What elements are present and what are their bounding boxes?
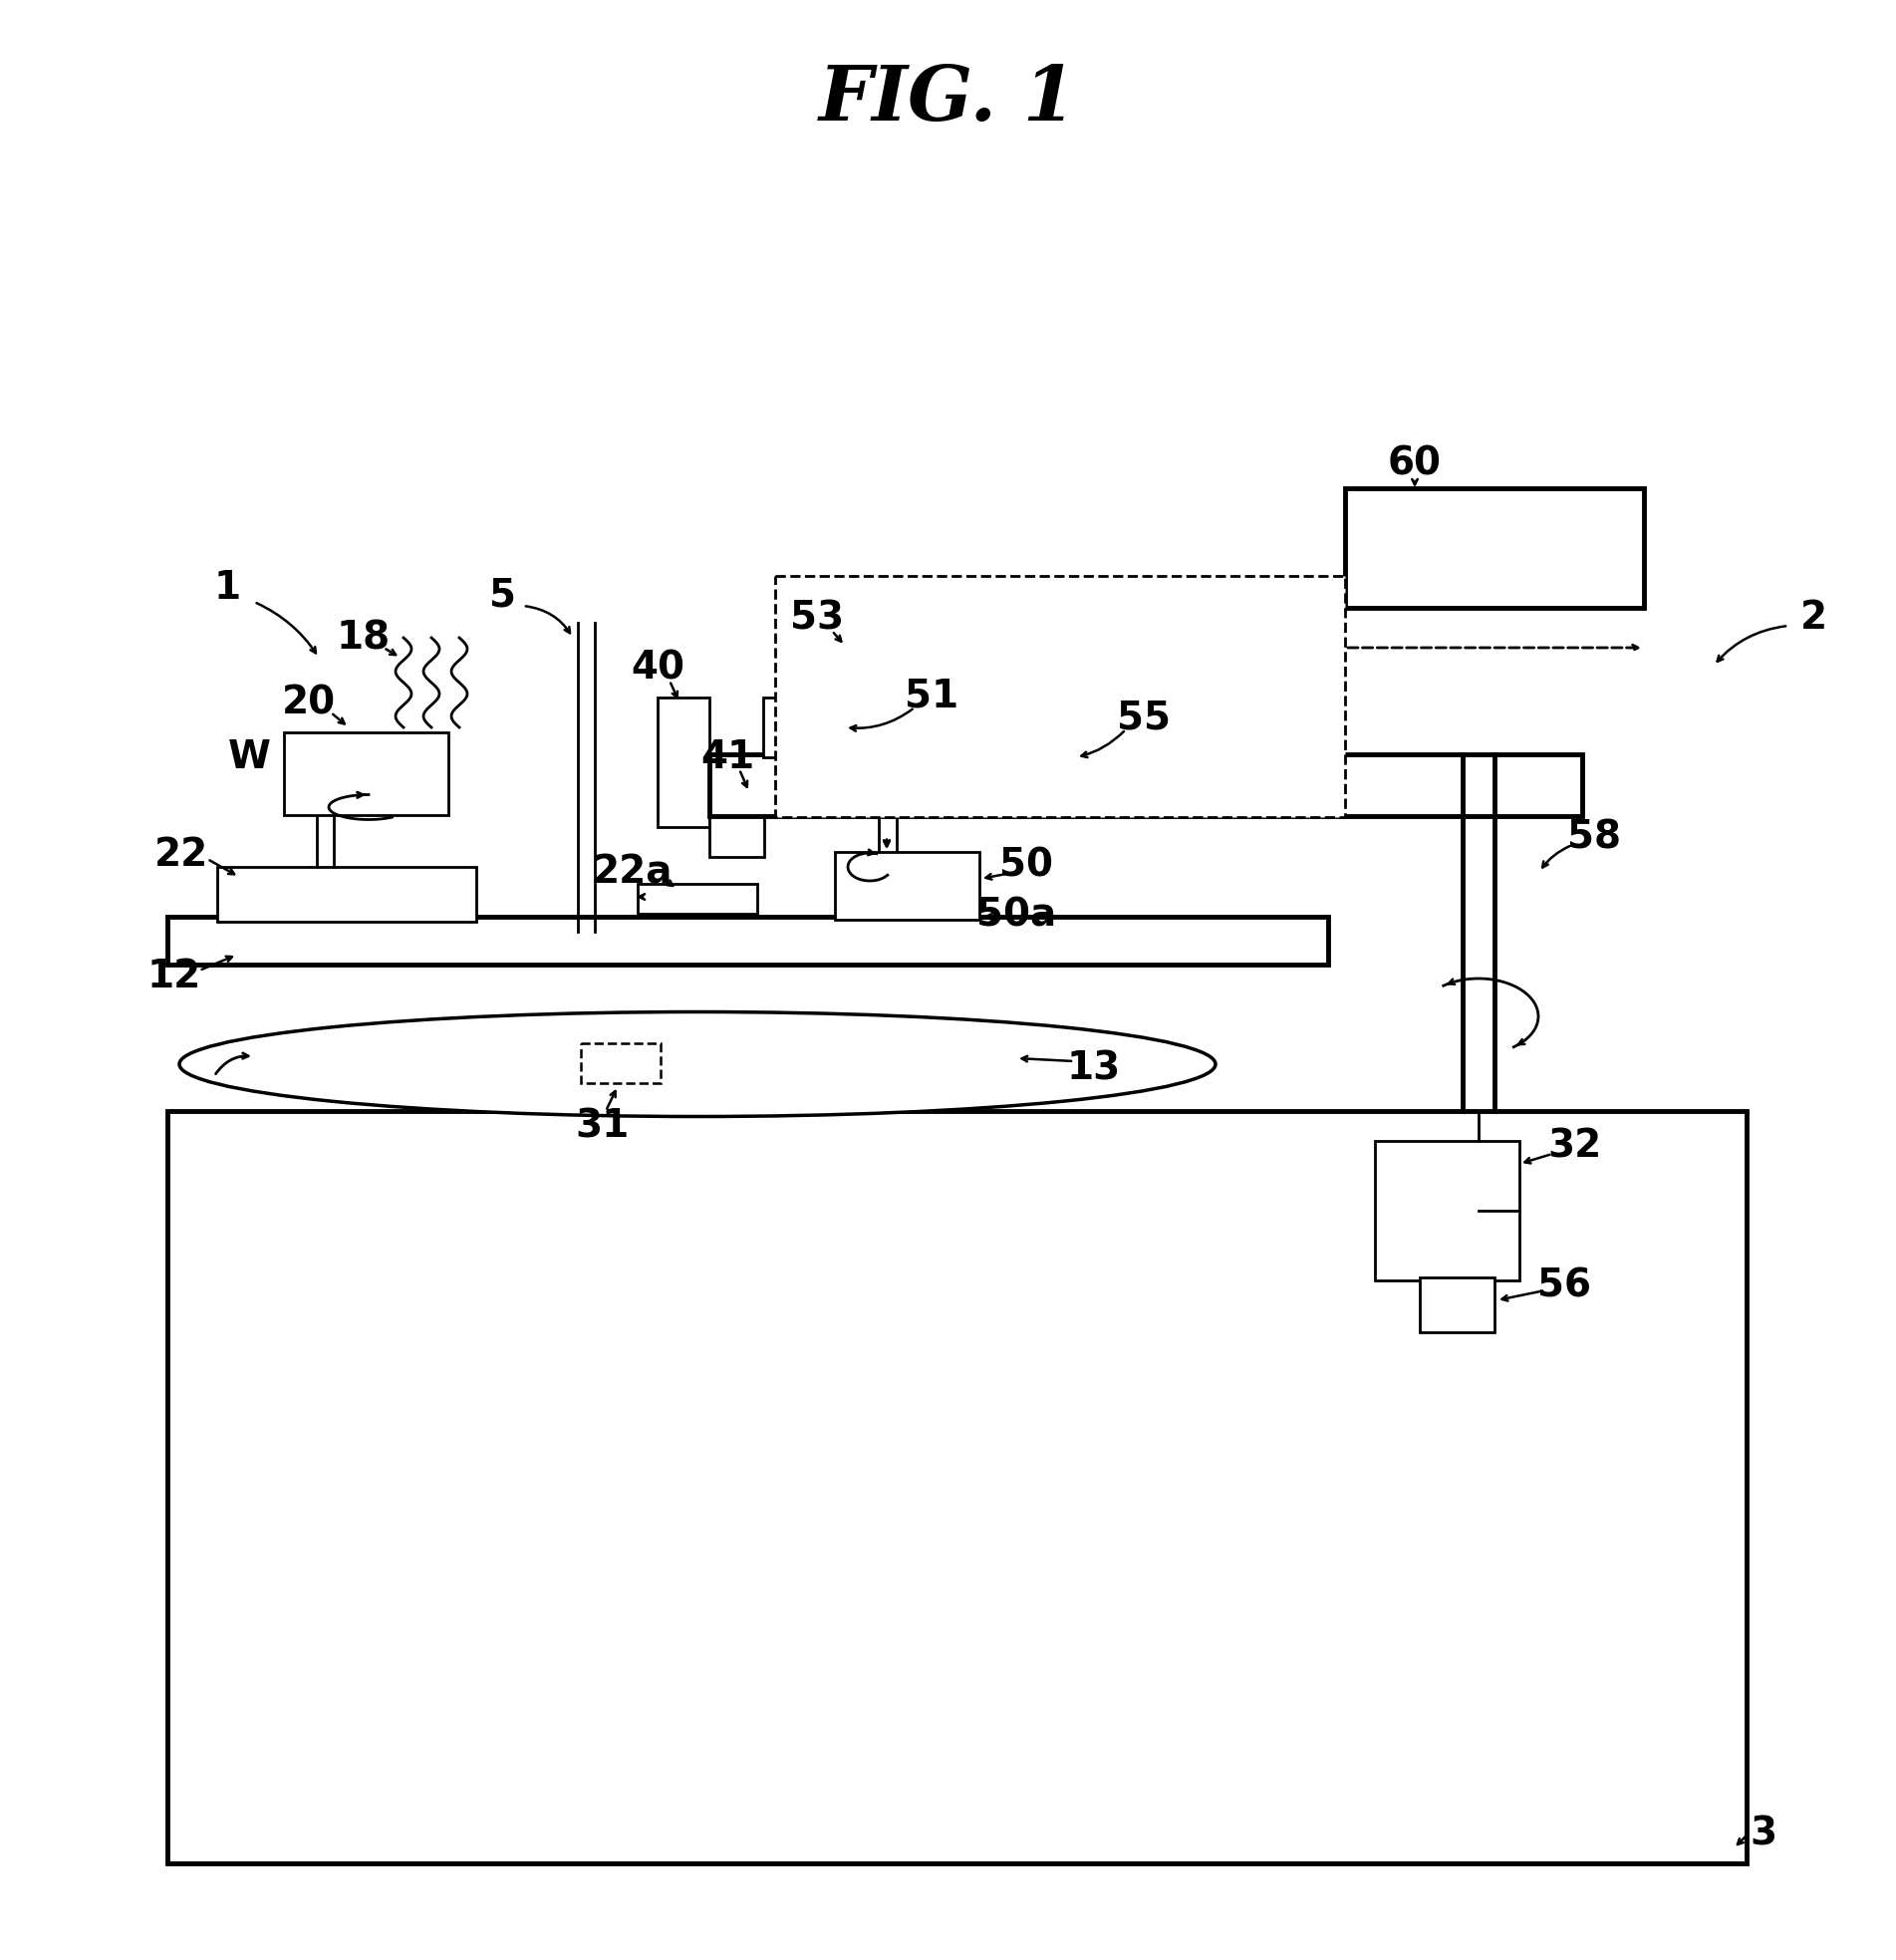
Bar [580, 1043, 660, 1084]
Text: 58: 58 [1568, 817, 1621, 857]
Ellipse shape [180, 1011, 1215, 1117]
Bar [709, 755, 1581, 815]
Text: 31: 31 [576, 1107, 629, 1145]
Text: 12: 12 [148, 958, 201, 996]
Text: 40: 40 [631, 649, 684, 686]
Bar [167, 1111, 1746, 1864]
Text: 32: 32 [1547, 1127, 1602, 1164]
Text: 2: 2 [1799, 600, 1828, 637]
Text: 60: 60 [1388, 445, 1441, 482]
Text: W: W [228, 739, 271, 776]
Bar [836, 647, 921, 727]
Text: 51: 51 [904, 676, 959, 715]
Text: 22a: 22a [593, 853, 673, 890]
Bar [709, 757, 764, 857]
Bar [218, 866, 476, 921]
Text: 53: 53 [791, 600, 844, 637]
Bar [1420, 1278, 1494, 1333]
Text: 41: 41 [700, 739, 755, 776]
Text: 20: 20 [283, 684, 336, 721]
Text: 55: 55 [1117, 698, 1170, 737]
Text: 3: 3 [1750, 1815, 1777, 1852]
Bar [167, 917, 1327, 964]
Bar [284, 733, 447, 815]
Bar [658, 698, 709, 827]
Text: 50: 50 [999, 847, 1052, 884]
Text: 56: 56 [1538, 1266, 1591, 1303]
Bar [834, 853, 980, 919]
Text: 5: 5 [489, 576, 516, 613]
Bar [775, 576, 1344, 817]
Text: 22: 22 [154, 837, 209, 874]
Bar [764, 698, 844, 757]
Text: 13: 13 [1067, 1049, 1121, 1088]
Text: 50a: 50a [976, 896, 1056, 933]
Bar [1375, 1141, 1519, 1280]
Bar [637, 884, 757, 913]
Text: FIG. 1: FIG. 1 [819, 63, 1077, 137]
Bar [1344, 488, 1644, 608]
Text: 1: 1 [214, 568, 241, 608]
Text: 18: 18 [337, 619, 391, 657]
